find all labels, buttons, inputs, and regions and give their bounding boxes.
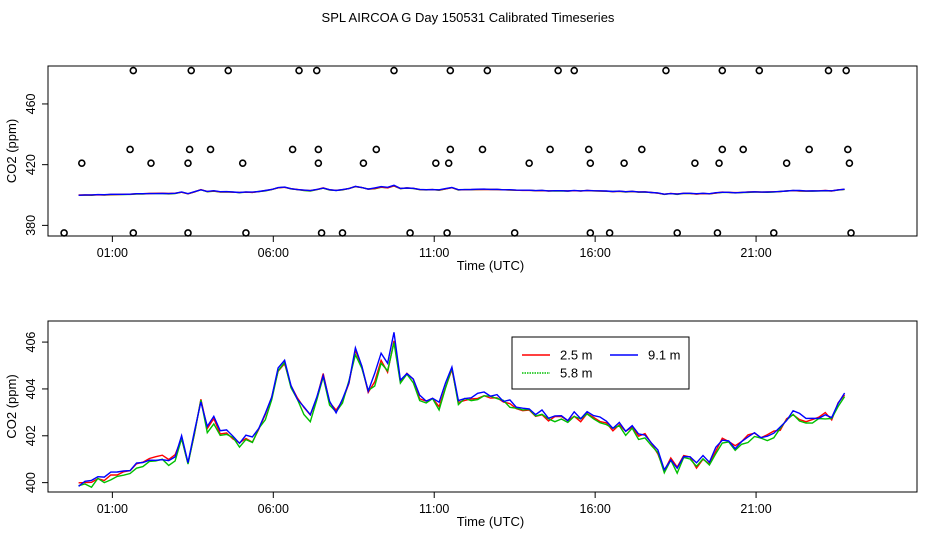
reference-point: [546, 145, 554, 154]
x-tick-label: 11:00: [419, 502, 449, 516]
reference-point: [390, 66, 398, 75]
reference-point: [446, 145, 455, 154]
reference-point: [406, 229, 414, 237]
x-tick-label: 01:00: [97, 502, 128, 516]
reference-point: [129, 229, 138, 237]
reference-point: [510, 229, 519, 237]
reference-point: [483, 66, 492, 75]
series-line-91m: [78, 184, 845, 196]
legend-box: [511, 336, 690, 390]
reference-point: [638, 145, 646, 154]
reference-point: [372, 145, 381, 154]
y-tick-label: 380: [24, 215, 38, 236]
reference-point: [620, 159, 628, 167]
reference-point: [691, 159, 699, 167]
reference-point: [842, 66, 850, 75]
reference-point: [446, 66, 455, 75]
reference-point: [739, 145, 748, 154]
y-axis-label: CO2 (ppm): [4, 374, 19, 438]
x-tick-label: 21:00: [740, 502, 771, 516]
reference-point: [187, 66, 196, 75]
legend-label: 9.1 m: [648, 348, 681, 363]
reference-point: [584, 145, 593, 154]
chart-title: SPL AIRCOA G Day 150531 Calibrated Times…: [322, 10, 615, 25]
reference-point: [242, 229, 250, 237]
reference-point: [314, 145, 323, 154]
reference-point: [314, 159, 323, 167]
reference-point: [824, 66, 833, 75]
reference-point: [586, 159, 595, 167]
series-line-25m: [78, 185, 845, 196]
x-tick-label: 01:00: [97, 246, 128, 260]
y-tick-label: 404: [24, 378, 38, 399]
series-line-25m: [78, 340, 846, 484]
y-tick-label: 402: [24, 425, 38, 446]
x-tick-label: 06:00: [258, 246, 289, 260]
reference-point: [206, 145, 215, 154]
reference-point: [805, 145, 813, 154]
reference-point: [126, 145, 134, 154]
x-tick-label: 16:00: [580, 246, 611, 260]
x-axis-label: Time (UTC): [457, 258, 524, 273]
reference-point: [224, 66, 233, 75]
x-tick-label: 16:00: [580, 502, 611, 516]
y-axis-label: CO2 (ppm): [4, 119, 19, 183]
reference-point: [338, 229, 347, 237]
reference-point: [847, 229, 855, 237]
x-axis-label: Time (UTC): [457, 514, 524, 529]
reference-point: [718, 66, 727, 75]
reference-point: [443, 229, 451, 237]
bottom-panel: 01:00 06:00 11:00 16:00 21:00 400 402 404 406 Tim…: [4, 320, 918, 529]
reference-point: [713, 229, 722, 237]
reference-point: [586, 229, 595, 237]
reference-point: [715, 159, 723, 167]
legend-label: 2.5 m: [560, 348, 593, 363]
reference-point: [554, 66, 562, 75]
reference-point: [525, 159, 533, 167]
reference-point: [60, 229, 68, 237]
x-tick-label: 21:00: [740, 246, 771, 260]
reference-point: [782, 159, 791, 167]
x-tick-label: 06:00: [258, 502, 289, 516]
top-panel: 01:00 06:00 11:00 16:00 21:00 380 420 460 Time (…: [4, 65, 918, 273]
reference-point: [312, 66, 321, 75]
reference-point: [845, 159, 854, 167]
y-tick-label: 406: [24, 332, 38, 353]
reference-point: [317, 229, 326, 237]
plot-frame: [47, 65, 918, 237]
reference-point: [295, 66, 303, 75]
reference-point: [718, 145, 727, 154]
reference-point: [359, 159, 368, 167]
reference-point: [769, 229, 778, 237]
reference-point: [288, 145, 297, 154]
reference-point: [185, 145, 194, 154]
reference-point: [184, 159, 192, 167]
series-line-58m: [78, 342, 846, 489]
reference-point: [662, 66, 670, 75]
reference-point: [570, 66, 579, 75]
x-tick-label: 11:00: [419, 246, 449, 260]
y-tick-label: 460: [24, 93, 38, 114]
reference-point: [444, 159, 453, 167]
reference-point: [478, 145, 487, 154]
reference-point: [432, 159, 440, 167]
series-line-58m: [78, 185, 845, 197]
reference-point: [605, 229, 614, 237]
y-tick-label: 400: [24, 472, 38, 493]
reference-point: [77, 159, 86, 167]
reference-point: [238, 159, 247, 167]
reference-point: [755, 66, 764, 75]
reference-point: [673, 229, 682, 237]
plot-frame: [47, 320, 918, 493]
reference-point: [844, 145, 852, 154]
reference-point: [184, 229, 192, 237]
legend-label: 5.8 m: [560, 366, 593, 381]
reference-point: [129, 66, 138, 75]
legend: 2.5 m 9.1 m 5.8 m: [511, 336, 690, 390]
reference-point: [147, 159, 155, 167]
series-line-91m: [78, 332, 846, 487]
y-tick-label: 420: [24, 154, 38, 175]
